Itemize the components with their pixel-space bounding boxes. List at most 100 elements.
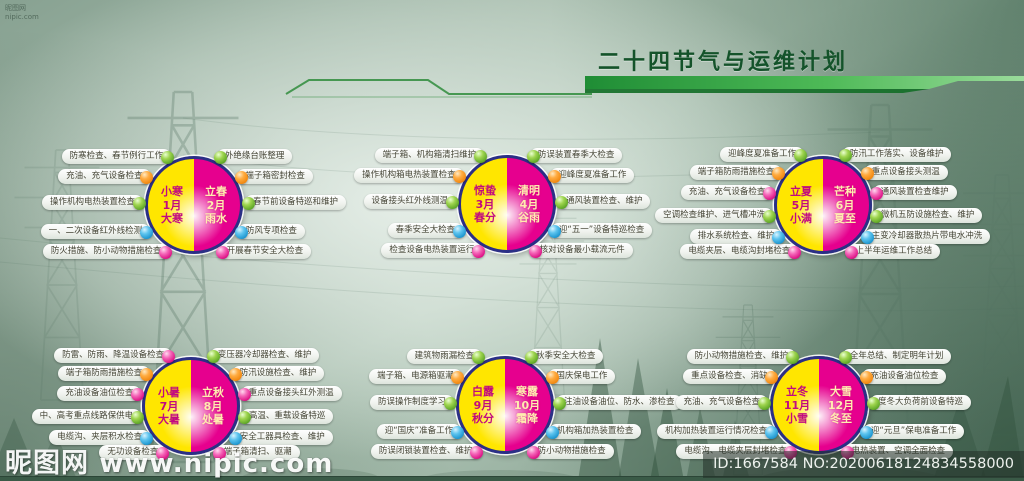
- task-pill: 电缆夹层、电缆沟封堵检查: [680, 244, 799, 259]
- task-pill: 主变冷却器散热片带电水冲洗: [863, 229, 991, 244]
- blue-ball-icon: [861, 230, 875, 244]
- blue-ball-icon: [452, 224, 466, 238]
- term-label: 12月: [827, 398, 855, 412]
- image-id-bar: ID:1667584 NO:20200618124834558000: [703, 451, 1024, 478]
- task-pill: 迎“国庆”准备工作: [376, 424, 462, 439]
- term-label: 秋分: [472, 411, 494, 425]
- task-pill: 春节前设备特巡和维护: [244, 195, 346, 210]
- task-pill: 排水系统检查、维护: [689, 229, 783, 244]
- term-label: 立秋: [202, 385, 224, 399]
- blue-ball-icon: [764, 425, 778, 439]
- task-pill: 无功设备检查: [99, 445, 167, 460]
- pink-ball-icon: [787, 245, 801, 259]
- blue-ball-icon: [139, 431, 153, 445]
- green-ball-icon: [525, 350, 539, 364]
- green-ball-icon: [445, 195, 459, 209]
- task-pill: 秋季安全大检查: [527, 349, 604, 364]
- task-pill: 设备接头红外线测温: [363, 194, 457, 209]
- term-label: 小寒: [161, 184, 183, 198]
- task-pill: 迎峰度夏准备工作: [550, 168, 635, 183]
- orange-ball-icon: [451, 370, 465, 384]
- task-pill: 春季安全大检查: [387, 223, 464, 238]
- term-label: 8月: [203, 399, 223, 413]
- term-label: 小雪: [786, 411, 808, 425]
- blue-ball-icon: [546, 425, 560, 439]
- task-pill: 端子箱防雨措施检查: [689, 165, 783, 180]
- green-ball-icon: [443, 396, 457, 410]
- nipic-watermark: 昵图网 www.nipic.com: [5, 441, 333, 480]
- pink-ball-icon: [529, 244, 543, 258]
- pink-ball-icon: [130, 387, 144, 401]
- term-label: 小暑: [158, 385, 180, 399]
- left-season-text: 小暑 7月 大暑: [146, 386, 192, 427]
- term-label: 芒种: [834, 184, 856, 198]
- corner-watermark: 昵图网 nipic.com: [5, 4, 39, 22]
- orange-ball-icon: [765, 370, 779, 384]
- pink-ball-icon: [216, 245, 230, 259]
- term-label: 夏至: [834, 211, 856, 225]
- season-circle: 小暑 7月 大暑 立秋 8月 处暑: [142, 357, 240, 455]
- task-pill: 重点设备检查、消缺: [683, 369, 776, 384]
- pink-ball-icon: [213, 446, 227, 460]
- term-label: 寒露: [516, 384, 538, 398]
- term-label: 10月: [513, 398, 541, 412]
- nipic-site-url: www.nipic.com: [99, 449, 334, 479]
- task-pill: 迎峰度夏准备工作: [720, 147, 805, 162]
- task-pill: 通风装置检查维护: [872, 185, 957, 200]
- pink-ball-icon: [870, 186, 884, 200]
- page-title: 二十四节气与运维计划: [598, 50, 849, 75]
- task-pill: 电缆沟、夹层积水检查: [49, 430, 151, 445]
- task-pill: 端子箱、机构箱清扫维护: [374, 148, 485, 163]
- blue-ball-icon: [860, 425, 874, 439]
- left-season-text: 立夏 5月 小满: [778, 185, 824, 226]
- green-ball-icon: [527, 149, 541, 163]
- term-label: 清明: [518, 183, 540, 197]
- green-ball-icon: [839, 350, 853, 364]
- right-season-text: 立春 2月 雨水: [193, 185, 239, 226]
- pink-ball-icon: [762, 186, 776, 200]
- pink-ball-icon: [469, 445, 483, 459]
- term-label: 大寒: [161, 211, 183, 225]
- orange-ball-icon: [139, 367, 153, 381]
- task-pill: 充油设备油位检查: [57, 386, 142, 401]
- green-ball-icon: [870, 209, 884, 223]
- blue-ball-icon: [235, 225, 249, 239]
- task-pill: 防小动物措施检查、维护: [686, 349, 797, 364]
- task-pill: 充油、充气设备检查: [675, 395, 769, 410]
- orange-ball-icon: [234, 170, 248, 184]
- task-pill: 机构箱加热装置检查: [548, 424, 642, 439]
- task-pill: 迎“元旦”保电准备工作: [862, 424, 965, 439]
- term-label: 立冬: [786, 384, 808, 398]
- task-pill: 迎“五一”设备特巡检查: [550, 223, 653, 238]
- term-label: 6月: [835, 198, 855, 212]
- green-ball-icon: [757, 396, 771, 410]
- task-pill: 防寒检查、春节例行工作: [61, 149, 172, 164]
- blue-ball-icon: [450, 425, 464, 439]
- task-pill: 防火措施、防小动物措施检查: [42, 244, 170, 259]
- term-label: 4月: [519, 197, 539, 211]
- task-pill: 外绝缘台账整理: [216, 149, 293, 164]
- task-pill: 防汛工作落实、设备维护: [841, 147, 952, 162]
- season-circle: 惊蛰 3月 春分 清明 4月 谷雨: [458, 155, 556, 253]
- task-pill: 端子箱、电源箱驱潮: [369, 369, 462, 384]
- task-pill: 操作机构箱电热装置检查: [354, 168, 464, 183]
- bottom-border: [0, 476, 1024, 481]
- term-label: 处暑: [202, 412, 224, 426]
- term-label: 霜降: [516, 411, 538, 425]
- task-pill: 微机五防设施检查、维护: [872, 208, 983, 223]
- term-label: 11月: [783, 398, 811, 412]
- term-label: 小满: [790, 211, 812, 225]
- pink-ball-icon: [158, 245, 172, 259]
- task-pill: 高温、重载设备特巡: [240, 409, 334, 424]
- green-ball-icon: [785, 350, 799, 364]
- orange-ball-icon: [229, 367, 243, 381]
- green-ball-icon: [238, 410, 252, 424]
- header-ribbon: [285, 76, 1024, 98]
- task-pill: 防汛设施检查、维护: [231, 366, 325, 381]
- task-pill: 端子箱密封检查: [237, 169, 313, 184]
- term-label: 谷雨: [518, 210, 540, 224]
- task-pill: 防误装置春季大检查: [529, 148, 623, 163]
- task-pill: 机构加热装置运行情况检查: [657, 424, 776, 439]
- task-pill: 一、二次设备红外线检测: [40, 224, 151, 239]
- orange-ball-icon: [453, 169, 467, 183]
